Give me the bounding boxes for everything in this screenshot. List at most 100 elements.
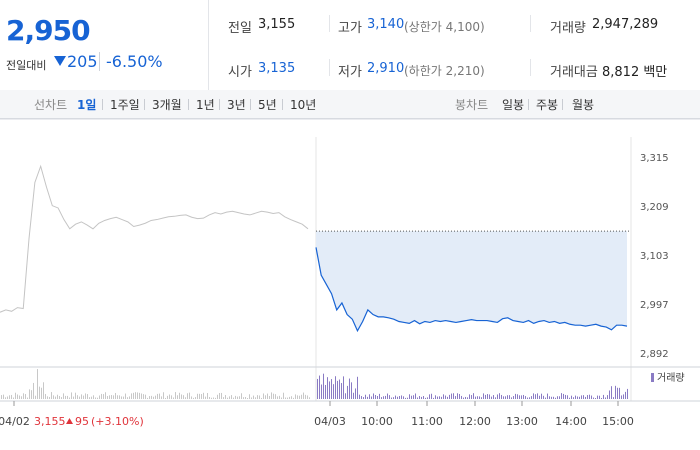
- volume-bar: [335, 376, 336, 399]
- tab-1day[interactable]: 1일: [77, 98, 97, 112]
- volume-bar: [591, 395, 592, 399]
- tab-5year[interactable]: 5년: [258, 98, 277, 112]
- volume-bar: [409, 394, 410, 399]
- volume-bar: [289, 396, 290, 399]
- volume-bar: [127, 397, 128, 399]
- tab-weekly-candle[interactable]: 주봉: [536, 98, 559, 112]
- volume-bar: [263, 393, 264, 399]
- volume-bar: [69, 397, 70, 399]
- volume-bar: [17, 394, 18, 399]
- volume-bar: [593, 397, 594, 399]
- volume-bar: [579, 396, 580, 399]
- tab-10year[interactable]: 10년: [290, 98, 317, 112]
- volume-bar: [181, 394, 182, 399]
- volume-bar: [103, 394, 104, 399]
- tab-1week[interactable]: 1주일: [110, 98, 140, 112]
- volume-bar: [195, 397, 196, 399]
- tab-divider: [528, 99, 529, 110]
- volume-bar: [317, 378, 318, 399]
- volume-bar: [259, 395, 260, 399]
- price-chart[interactable]: 3,315 3,209 3,103 2,997 2,892 04/02 04/03 10:0…: [0, 119, 700, 450]
- tab-divider: [250, 99, 251, 110]
- volume-bar: [555, 397, 556, 399]
- tab-3year[interactable]: 3년: [227, 98, 246, 112]
- volume-bar: [581, 395, 582, 399]
- prev-day-line: [0, 164, 309, 313]
- today-line: [315, 247, 628, 333]
- volume-legend-swatch: [651, 373, 654, 382]
- volume-bar: [559, 396, 560, 399]
- volume-bar: [533, 393, 534, 399]
- volume-bar: [573, 397, 574, 399]
- volume-bar: [627, 388, 628, 399]
- tab-3month[interactable]: 3개월: [152, 98, 182, 112]
- volume-legend-label: 거래량: [657, 372, 685, 384]
- volume-bar: [221, 392, 222, 399]
- volume-bar: [545, 397, 546, 399]
- volume-bar: [205, 396, 206, 399]
- volume-bar: [425, 397, 426, 399]
- volume-bar: [429, 394, 430, 399]
- volume-bar: [121, 396, 122, 399]
- volume-bar: [305, 394, 306, 399]
- volume-value: 2,947,289: [592, 17, 659, 32]
- volume-bar: [483, 393, 484, 399]
- value-label: 거래대금: [550, 65, 598, 80]
- volume-bar: [171, 395, 172, 399]
- volume-bar: [57, 394, 58, 399]
- volume-bar: [227, 397, 228, 399]
- volume-bar: [139, 392, 140, 399]
- volume-bar: [185, 397, 186, 399]
- prev-close-text: 3,155: [34, 415, 66, 428]
- volume-bar: [89, 397, 90, 399]
- volume-bar: [469, 394, 470, 399]
- volume-bar: [485, 394, 486, 399]
- volume-bar: [557, 396, 558, 399]
- volume-bar: [371, 396, 372, 399]
- x-tick-label: 04/03: [314, 415, 346, 428]
- volume-bar: [147, 397, 148, 399]
- volume-bar: [365, 394, 366, 399]
- volume-bar: [381, 397, 382, 399]
- line-chart-label: 선차트: [34, 98, 68, 112]
- volume-bar: [471, 395, 472, 399]
- volume-bar: [13, 397, 14, 399]
- volume-bar: [459, 393, 460, 399]
- volume-bar: [595, 397, 596, 399]
- volume-bar: [99, 395, 100, 399]
- volume-bar: [543, 395, 544, 399]
- volume-bar: [197, 393, 198, 399]
- tab-1year[interactable]: 1년: [196, 98, 215, 112]
- volume-bar: [395, 395, 396, 399]
- volume-bar: [343, 376, 344, 399]
- volume-bar: [333, 384, 334, 399]
- volume-bar: [515, 393, 516, 399]
- high-label: 고가: [338, 21, 362, 36]
- volume-bar: [77, 395, 78, 399]
- price-lines: [0, 164, 628, 333]
- volume-bar: [41, 387, 42, 399]
- volume-bar: [253, 395, 254, 399]
- volume-bar: [219, 393, 220, 399]
- volume-bar: [359, 394, 360, 399]
- volume-bar: [251, 397, 252, 399]
- tab-divider: [144, 99, 145, 110]
- volume-bar: [123, 396, 124, 399]
- volume-bar: [261, 397, 262, 399]
- volume-bar: [599, 395, 600, 399]
- volume-bar: [355, 388, 356, 399]
- upper-limit: (상한가 4,100): [404, 20, 485, 34]
- volume-bar: [201, 394, 202, 399]
- tab-monthly-candle[interactable]: 월봉: [572, 98, 595, 112]
- volume-bar: [295, 394, 296, 399]
- volume-bar: [307, 395, 308, 399]
- volume-bar: [269, 395, 270, 399]
- volume-bar: [325, 384, 326, 399]
- volume-bar: [37, 369, 38, 399]
- tab-daily-candle[interactable]: 일봉: [502, 98, 525, 112]
- x-tick-label: 11:00: [411, 415, 443, 428]
- change-amount-value: 205: [67, 52, 98, 71]
- volume-bar: [367, 396, 368, 399]
- volume-bar: [81, 394, 82, 399]
- volume-bar: [613, 397, 614, 399]
